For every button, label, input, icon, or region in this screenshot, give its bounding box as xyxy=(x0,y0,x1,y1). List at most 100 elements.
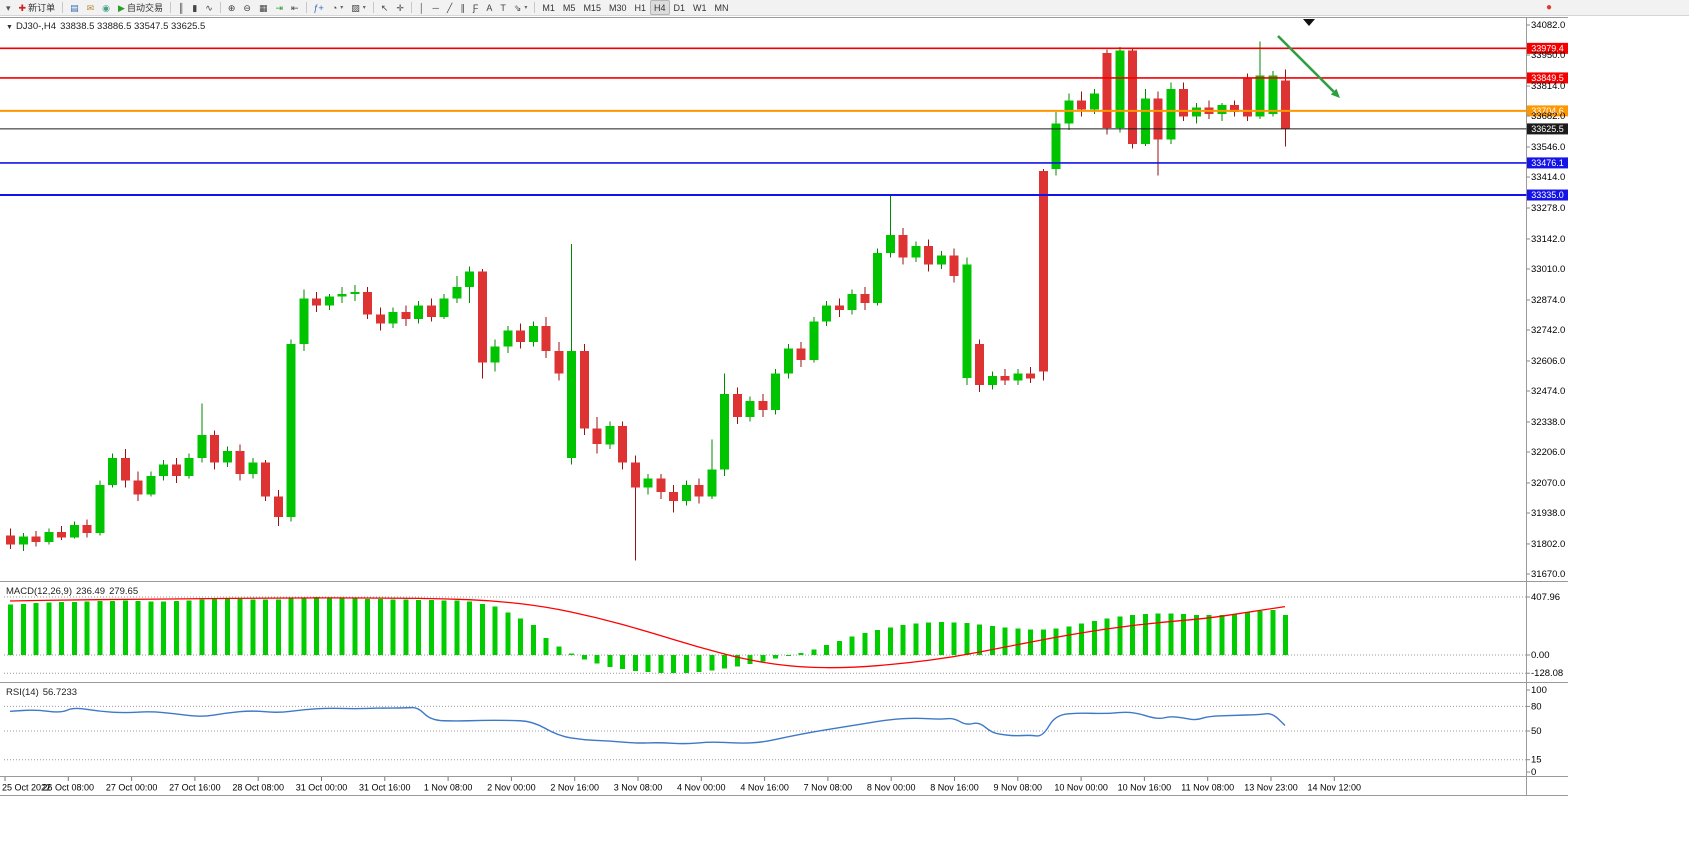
fibonacci-button[interactable]: Ƒ xyxy=(469,0,483,15)
macd-signal-value: 279.65 xyxy=(109,586,139,597)
top-marker-icon[interactable] xyxy=(1303,19,1315,26)
crosshair-button[interactable]: ✛ xyxy=(392,0,408,15)
templates-button[interactable]: ▨ ▾ xyxy=(347,0,370,15)
svg-text:33278.0: 33278.0 xyxy=(1531,203,1565,214)
toolbar-separator xyxy=(372,2,374,13)
tile-windows-button[interactable]: ▦ xyxy=(255,0,272,15)
annotations[interactable] xyxy=(1277,19,1340,98)
line-chart-button[interactable]: ∿ xyxy=(201,0,217,15)
tf-w1-button[interactable]: W1 xyxy=(689,0,711,15)
arrows-button-icon: ⇘ xyxy=(513,2,522,13)
support-line-1[interactable]: 33476.1 xyxy=(0,157,1568,169)
mail-button-icon: ✉ xyxy=(86,2,95,13)
toolbar-separator xyxy=(410,2,412,13)
svg-text:28 Oct 08:00: 28 Oct 08:00 xyxy=(232,783,284,793)
svg-text:32070.0: 32070.0 xyxy=(1531,478,1565,489)
candlesticks xyxy=(6,41,1290,561)
svg-text:2 Nov 00:00: 2 Nov 00:00 xyxy=(487,783,536,793)
cursor-button[interactable]: ↖ xyxy=(377,0,393,15)
symbol-collapse-icon[interactable]: ▼ xyxy=(6,24,13,31)
support-line-2[interactable]: 33335.0 xyxy=(0,189,1568,201)
channel-button[interactable]: ∥ xyxy=(456,0,469,15)
svg-text:33546.0: 33546.0 xyxy=(1531,142,1565,153)
tf-m15-button[interactable]: M15 xyxy=(579,0,605,15)
toolbar-separator xyxy=(219,2,221,13)
svg-text:2 Nov 16:00: 2 Nov 16:00 xyxy=(550,783,599,793)
zoom-in-button[interactable]: ⊕ xyxy=(224,0,240,15)
toolbar-separator xyxy=(169,2,171,13)
autotrading-button[interactable]: ▶ 自动交易 xyxy=(114,0,167,15)
tile-windows-button-icon: ▦ xyxy=(258,2,268,13)
text-button[interactable]: A xyxy=(482,0,496,15)
pivot-line[interactable]: 33704.6 xyxy=(0,105,1568,117)
tf-mn-button[interactable]: MN xyxy=(711,0,733,15)
tf-m30-button[interactable]: M30 xyxy=(605,0,631,15)
text-button-icon: A xyxy=(486,2,493,13)
chart-shift-button[interactable]: ⇤ xyxy=(287,0,303,15)
templates-button-caret-icon: ▾ xyxy=(362,5,366,11)
tf-m5-button-label: M5 xyxy=(562,2,576,13)
zoom-out-button[interactable]: ⊖ xyxy=(239,0,255,15)
svg-text:0.00: 0.00 xyxy=(1531,650,1550,661)
current-price-line[interactable]: 33625.5 xyxy=(0,123,1568,135)
charts-button[interactable]: ▤ xyxy=(66,0,83,15)
resistance-line-2[interactable]: 33849.5 xyxy=(0,72,1568,84)
vertical-line-button-icon: │ xyxy=(418,2,425,13)
macd-main-value: 236.49 xyxy=(76,586,106,597)
indicators-button[interactable]: ƒ+ xyxy=(310,0,328,15)
mail-button[interactable]: ✉ xyxy=(83,0,99,15)
price-axis[interactable]: 34082.0 33950.0 33814.0 33682.0 33546.0 33414… xyxy=(1526,20,1566,580)
periods-button-caret-icon: ▾ xyxy=(340,5,344,11)
vertical-line-button[interactable]: │ xyxy=(415,0,429,15)
horizontal-lines: 33979.4 33849.5 33704.6 33625.5 33476.1 33335… xyxy=(0,42,1568,201)
resistance-line-1[interactable]: 33979.4 xyxy=(0,42,1568,54)
tf-m1-button[interactable]: M1 xyxy=(538,0,559,15)
auto-scroll-button[interactable]: ⇥ xyxy=(271,0,287,15)
symbol-menu-button[interactable]: ▾ xyxy=(2,0,15,15)
toolbar-separator xyxy=(305,2,307,13)
bar-chart-button[interactable]: ║ xyxy=(174,0,188,15)
label-button-icon: T xyxy=(500,2,506,13)
periods-button[interactable]: ◔ ▾ xyxy=(328,0,347,15)
symbol-menu-button-icon: ▾ xyxy=(6,2,11,13)
tf-m5-button[interactable]: M5 xyxy=(559,0,580,15)
svg-text:10 Nov 00:00: 10 Nov 00:00 xyxy=(1054,783,1108,793)
tf-d1-button-label: D1 xyxy=(673,2,686,13)
svg-text:80: 80 xyxy=(1531,701,1542,712)
chart-symbol-period: DJ30-,H4 xyxy=(15,21,57,32)
new-order-button-label: 新订单 xyxy=(28,3,56,13)
svg-text:33950.0: 33950.0 xyxy=(1531,50,1565,61)
new-order-button[interactable]: ✚ 新订单 xyxy=(15,0,60,15)
label-button[interactable]: T xyxy=(496,0,510,15)
svg-text:8 Nov 00:00: 8 Nov 00:00 xyxy=(867,783,916,793)
line-chart-button-icon: ∿ xyxy=(205,2,213,13)
svg-text:31 Oct 00:00: 31 Oct 00:00 xyxy=(296,783,348,793)
chart-shift-button-icon: ⇤ xyxy=(291,2,299,13)
horizontal-line-button[interactable]: ─ xyxy=(429,0,443,15)
community-button[interactable]: ◉ xyxy=(98,0,114,15)
svg-text:33414.0: 33414.0 xyxy=(1531,172,1565,183)
chart-frame xyxy=(0,17,1568,796)
arrows-button[interactable]: ⇘ ▾ xyxy=(510,0,532,15)
svg-text:26 Oct 08:00: 26 Oct 08:00 xyxy=(43,783,95,793)
chart-legend: ▼ DJ30-,H4 33838.5 33886.5 33547.5 33625.5 xyxy=(6,21,209,32)
trend-arrow[interactable] xyxy=(1277,35,1340,98)
svg-text:31670.0: 31670.0 xyxy=(1531,569,1565,580)
svg-text:100: 100 xyxy=(1531,685,1547,696)
svg-text:4 Nov 16:00: 4 Nov 16:00 xyxy=(740,783,789,793)
tf-d1-button[interactable]: D1 xyxy=(670,0,690,15)
templates-button-icon: ▨ xyxy=(351,2,360,13)
tf-w1-button-label: W1 xyxy=(693,2,707,13)
candlestick-chart-button[interactable]: ▮ xyxy=(188,0,201,15)
trendline-button-icon: ╱ xyxy=(446,2,453,13)
svg-text:13 Nov 23:00: 13 Nov 23:00 xyxy=(1244,783,1298,793)
tf-h1-button[interactable]: H1 xyxy=(630,0,650,15)
svg-text:34082.0: 34082.0 xyxy=(1531,20,1565,31)
notification-icon[interactable]: ● xyxy=(1546,2,1553,13)
crosshair-button-icon: ✛ xyxy=(396,2,404,13)
svg-text:33814.0: 33814.0 xyxy=(1531,81,1565,92)
tf-h4-button[interactable]: H4 xyxy=(649,0,670,15)
trendline-button[interactable]: ╱ xyxy=(443,0,456,15)
